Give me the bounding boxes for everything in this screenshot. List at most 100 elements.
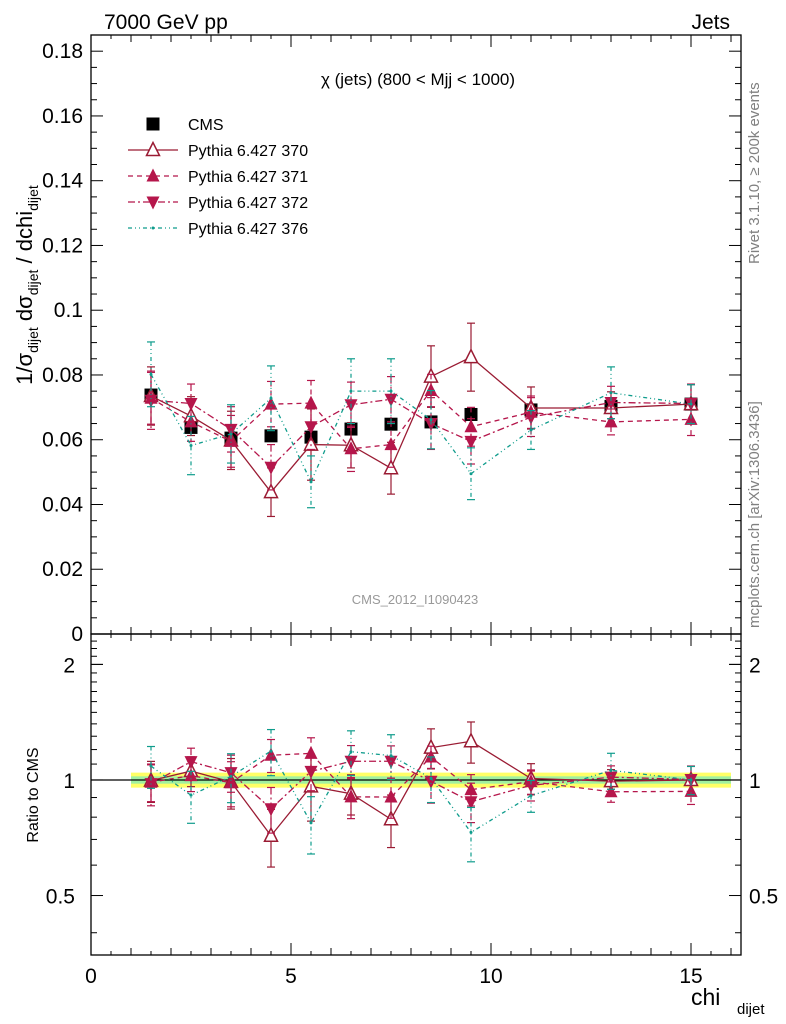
series-line — [150, 398, 692, 469]
data-point — [429, 418, 433, 422]
data-point — [463, 347, 479, 364]
data-point — [609, 768, 613, 772]
y-tick-label: 0.12 — [42, 234, 83, 257]
ratio-y-tick-label: 0.5 — [46, 886, 75, 909]
data-point — [689, 778, 693, 782]
data-point — [349, 750, 353, 754]
x-tick-label: 0 — [85, 965, 97, 988]
data-point — [469, 472, 473, 476]
data-point — [604, 771, 618, 785]
y-tick-label: 0.04 — [42, 493, 83, 516]
data-point — [184, 397, 198, 411]
ratio-y-tick-label: 2 — [63, 654, 75, 677]
data-point — [263, 483, 279, 499]
y-tick-label: 0.16 — [42, 105, 83, 128]
data-point — [389, 389, 393, 393]
legend: CMS Pythia 6.427 370 Pythia 6.427 371 Pythi… — [128, 117, 308, 238]
y-tick-label: 0.08 — [42, 364, 83, 387]
y-tick-label: 0.1 — [54, 299, 83, 322]
data-point — [463, 732, 479, 748]
y-tick-label: 0 — [71, 623, 83, 646]
data-point — [604, 396, 618, 410]
ratio-y-tick-label-right: 1 — [749, 770, 761, 793]
data-point — [224, 423, 238, 437]
series-1 — [143, 322, 699, 518]
series-0 — [144, 388, 698, 445]
data-point — [604, 784, 618, 798]
series-line — [150, 760, 692, 810]
data-point — [303, 435, 319, 451]
data-point — [529, 794, 533, 798]
data-point — [264, 461, 278, 475]
data-point — [384, 437, 398, 451]
data-point — [529, 428, 533, 432]
data-point — [149, 372, 153, 376]
data-point — [424, 418, 438, 432]
data-point — [184, 756, 198, 770]
data-point — [304, 745, 318, 759]
data-point — [389, 754, 393, 758]
x-tick-label: 10 — [479, 965, 502, 988]
ratio-y-tick-label: 1 — [63, 770, 75, 793]
x-tick-label: 15 — [679, 965, 702, 988]
data-point — [384, 755, 398, 769]
data-point — [524, 779, 538, 793]
x-axis-label: chi — [691, 984, 720, 1010]
ratio-series — [143, 721, 699, 868]
data-point — [464, 796, 478, 810]
data-point — [464, 419, 478, 433]
y-tick-label: 0.18 — [42, 40, 83, 63]
data-point — [269, 396, 273, 400]
series-4 — [147, 341, 695, 509]
data-point — [344, 441, 358, 455]
data-point — [224, 767, 238, 781]
data-point — [424, 775, 438, 789]
ratio-axes-box — [90, 633, 742, 956]
data-point — [229, 774, 233, 778]
data-point — [609, 391, 613, 395]
legend-marker — [146, 117, 160, 131]
legend-label: Pythia 6.427 376 — [188, 221, 308, 238]
y-tick-label: 0.06 — [42, 429, 83, 452]
legend-marker — [146, 168, 160, 182]
series-2 — [144, 371, 698, 473]
data-point — [424, 383, 438, 397]
y-axis-label: 1/σdijet dσdijet / dchidijet — [12, 185, 41, 385]
data-point — [349, 389, 353, 393]
series-line — [150, 752, 692, 798]
data-point — [264, 803, 278, 817]
data-point — [309, 821, 313, 825]
data-point — [149, 764, 153, 768]
series-line — [150, 750, 692, 834]
header-right: Jets — [691, 11, 730, 34]
data-point — [189, 444, 193, 448]
ratio-y-tick-label-right: 2 — [749, 654, 761, 677]
y-tick-label: 0.02 — [42, 558, 83, 581]
legend-label: Pythia 6.427 371 — [188, 169, 308, 186]
series-4 — [147, 728, 695, 863]
series-3 — [144, 370, 698, 491]
legend-marker — [151, 226, 155, 230]
series-line — [150, 374, 692, 484]
data-point — [604, 414, 618, 428]
legend-label: Pythia 6.427 370 — [188, 143, 308, 160]
main-series — [143, 322, 699, 518]
data-point — [144, 778, 158, 792]
ratio-y-tick-label-right: 0.5 — [749, 886, 778, 909]
watermark: CMS_2012_I1090423 — [352, 592, 479, 607]
series-line — [150, 389, 692, 450]
data-point — [189, 793, 193, 797]
legend-label: Pythia 6.427 372 — [188, 195, 308, 212]
data-point — [269, 749, 273, 753]
data-point — [264, 747, 278, 761]
data-point — [304, 421, 318, 435]
ratio-axis-label: Ratio to CMS — [25, 747, 42, 842]
data-point — [229, 432, 233, 436]
data-point — [384, 789, 398, 803]
legend-label: CMS — [188, 117, 224, 134]
data-point — [304, 395, 318, 409]
data-point — [263, 826, 279, 842]
chart-title: χ (jets) (800 < Mjj < 1000) — [321, 70, 515, 89]
data-point — [309, 480, 313, 484]
